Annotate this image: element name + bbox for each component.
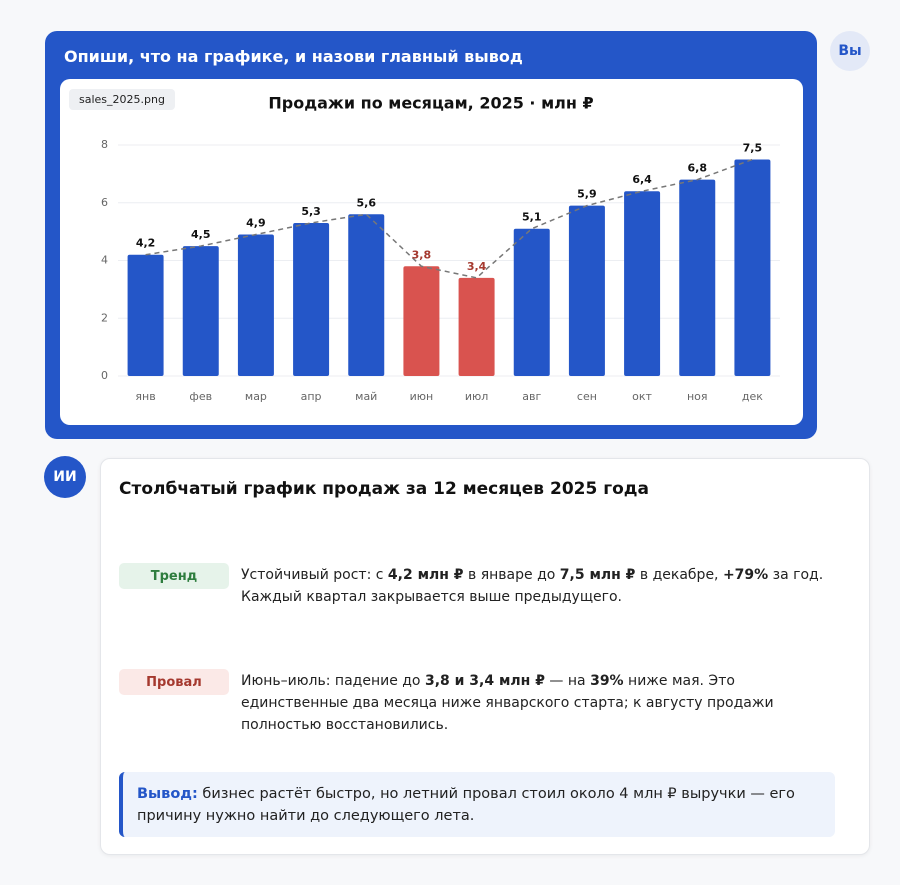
value-label: 6,4: [632, 173, 652, 186]
text-part: 7,5 млн ₽: [559, 567, 636, 583]
value-label: 5,1: [522, 211, 542, 224]
tag: Провал: [119, 669, 229, 695]
x-tick-label: апр: [301, 390, 322, 403]
value-label: 3,4: [467, 260, 487, 273]
value-label: 4,2: [136, 237, 156, 250]
y-tick-label: 6: [101, 196, 108, 209]
x-tick-label: дек: [742, 390, 763, 403]
chart: Продажи по месяцам, 2025 · млн ₽ 0 2 4 6 8 ян…: [101, 94, 780, 403]
conclusion-text: Вывод: бизнес растёт быстро, но летний п…: [137, 783, 807, 827]
value-label: 7,5: [743, 141, 763, 154]
user-bubble: Опиши, что на графике, и назови главный …: [45, 31, 817, 439]
text-part: в декабре,: [635, 567, 723, 583]
assistant-card: Столбчатый график продаж за 12 месяцев 2…: [100, 458, 870, 855]
x-tick-label: окт: [632, 390, 652, 403]
trend-line: [145, 158, 753, 279]
value-label: 6,8: [688, 162, 708, 175]
bar: [624, 191, 661, 376]
bar: [127, 254, 164, 376]
text-part: в январе до: [463, 567, 560, 583]
y-tick-label: 0: [101, 369, 108, 382]
text-part: Июнь–июль: падение до: [241, 673, 425, 689]
text-part: 4,2 млн ₽: [387, 567, 464, 583]
x-tick-label: авг: [522, 390, 541, 403]
bar: [403, 266, 440, 376]
text-part: 39%: [590, 673, 624, 689]
text-part: +79%: [722, 567, 769, 583]
attachment-name[interactable]: sales_2025.png: [69, 89, 175, 110]
text-part: Устойчивый рост: с: [241, 567, 388, 583]
bar: [568, 205, 605, 376]
bar: [513, 228, 550, 376]
text-part: 3,8 и 3,4 млн ₽: [424, 673, 545, 689]
bar: [293, 222, 330, 376]
x-tick-label: июл: [465, 390, 488, 403]
text-part: — на: [544, 673, 591, 689]
user-message: Опиши, что на графике, и назови главный …: [64, 47, 523, 66]
y-tick-label: 4: [101, 254, 108, 267]
value-label: 5,9: [577, 188, 597, 201]
conclusion: Вывод: бизнес растёт быстро, но летний п…: [119, 772, 835, 837]
chart-card: sales_2025.png Продажи по месяцам, 2025 …: [60, 79, 803, 425]
x-tick-label: мар: [245, 390, 267, 403]
item-text: Устойчивый рост: с 4,2 млн ₽ в январе до…: [241, 564, 841, 608]
heading: Столбчатый график продаж за 12 месяцев 2…: [119, 479, 649, 499]
value-label: 5,6: [357, 196, 377, 209]
bar: [182, 246, 219, 376]
conclusion-label: Вывод:: [137, 786, 198, 802]
x-tick-label: янв: [135, 390, 155, 403]
chart-title: Продажи по месяцам, 2025 · млн ₽: [268, 94, 593, 113]
text-part: за год. Каждый квартал закрывается выше …: [241, 567, 824, 605]
bar: [734, 159, 771, 376]
value-label: 4,9: [246, 217, 266, 230]
value-label: 3,8: [412, 248, 432, 261]
x-tick-label: ноя: [687, 390, 708, 403]
assistant-avatar: ИИ: [44, 456, 86, 498]
y-tick-label: 8: [101, 138, 108, 151]
conclusion-body: бизнес растёт быстро, но летний провал с…: [137, 786, 795, 824]
tag: Тренд: [119, 563, 229, 589]
x-tick-label: сен: [577, 390, 597, 403]
bar: [458, 277, 495, 376]
item-text: Июнь–июль: падение до 3,8 и 3,4 млн ₽ — …: [241, 670, 841, 736]
text-part: ниже мая. Это единственные два месяца ни…: [241, 673, 774, 733]
bar: [237, 234, 274, 376]
value-label: 5,3: [301, 205, 321, 218]
bar: [348, 214, 385, 376]
value-label: 4,5: [191, 228, 211, 241]
user-avatar: Вы: [830, 31, 870, 71]
x-tick-label: июн: [410, 390, 434, 403]
y-tick-label: 2: [101, 311, 108, 324]
bar: [679, 179, 716, 376]
x-tick-label: май: [355, 390, 377, 403]
x-tick-label: фев: [189, 390, 212, 403]
